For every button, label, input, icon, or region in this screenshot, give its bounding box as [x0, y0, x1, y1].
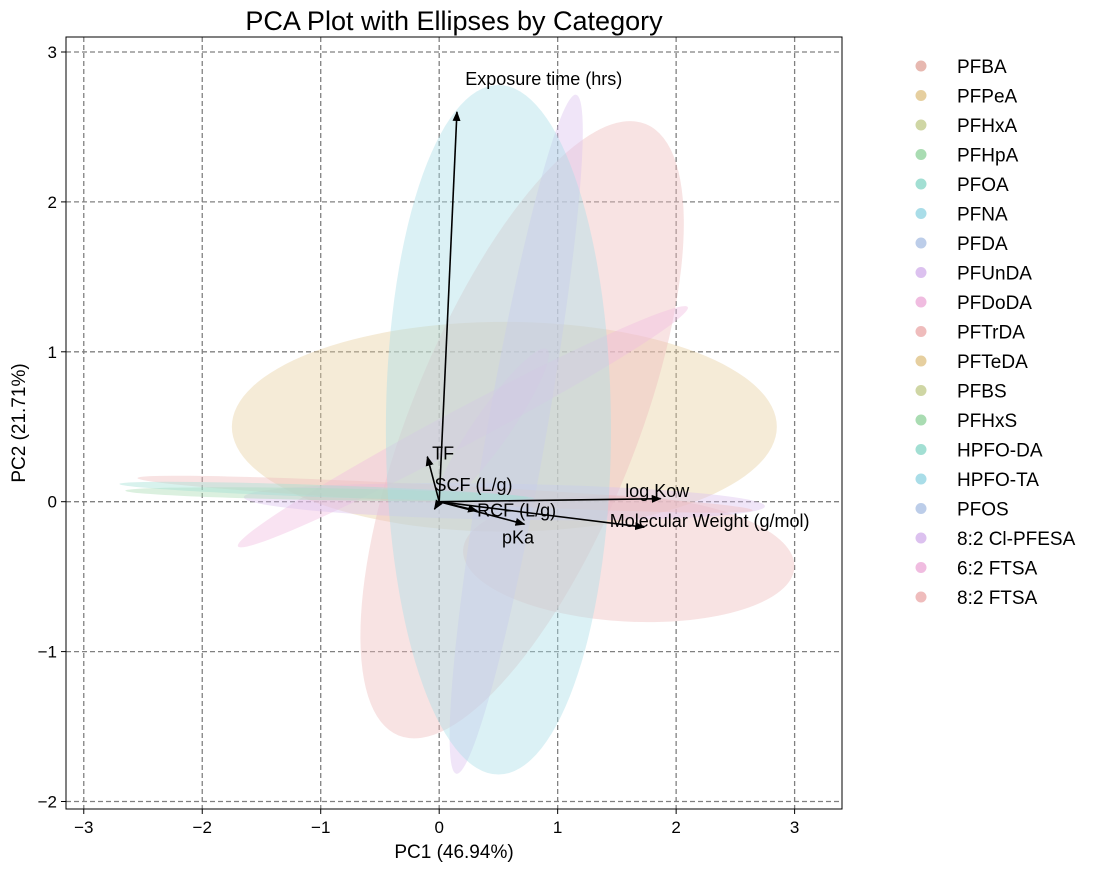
x-tick-label-5: 2 [671, 818, 680, 837]
legend-marker-9 [915, 326, 927, 337]
category-ellipse-8 [125, 487, 529, 502]
legend-label-5: PFNA [957, 205, 1008, 226]
legend-label-8: PFDoDA [957, 293, 1032, 314]
category-ellipse-6 [243, 483, 765, 521]
category-ellipse-7 [137, 475, 753, 513]
legend-marker-6 [915, 237, 927, 249]
category-ellipse-10 [385, 84, 611, 775]
loading-label-1: TF [432, 444, 454, 464]
y-tick-label-2: 0 [48, 493, 57, 512]
x-tick-label-4: 1 [553, 818, 562, 837]
loading-label-0: Exposure time (hrs) [465, 69, 622, 89]
legend-label-2: PFHxA [957, 116, 1018, 137]
legend-label-9: PFTrDA [957, 323, 1025, 344]
legend-marker-4 [915, 178, 927, 190]
category-ellipse-1 [463, 495, 795, 623]
loading-arrow-0 [438, 110, 461, 502]
legend: PFBA PFPeA PFHxA PFHpA PFOA PFNA PFDA PFUnDA PFD… [915, 57, 1076, 609]
legend-label-0: PFBA [957, 57, 1007, 78]
ellipse-layer [119, 84, 795, 775]
loading-arrow-1 [425, 455, 440, 502]
legend-marker-10 [915, 355, 927, 367]
y-tick-label-1: −1 [38, 643, 57, 662]
legend-marker-13 [915, 444, 927, 455]
category-ellipse-9 [119, 481, 534, 501]
legend-marker-15 [915, 503, 927, 514]
legend-label-17: 6:2 FTSA [957, 559, 1038, 580]
loading-label-3: RCF (L/g) [477, 501, 556, 521]
loading-arrow-2 [433, 499, 443, 511]
legend-label-10: PFTeDA [957, 352, 1028, 373]
x-tick-label-6: 3 [790, 818, 799, 837]
legend-label-15: PFOS [957, 500, 1009, 521]
legend-marker-14 [915, 473, 927, 485]
legend-label-6: PFDA [957, 234, 1008, 255]
legend-label-18: 8:2 FTSA [957, 588, 1038, 609]
category-ellipse-3 [449, 94, 583, 774]
legend-label-16: 8:2 Cl-PFESA [957, 529, 1076, 550]
y-tick-label-3: 1 [48, 343, 57, 362]
loading-arrow-4 [438, 500, 526, 526]
x-tick-label-1: −2 [193, 818, 212, 837]
category-ellipse-0 [231, 321, 777, 532]
legend-label-3: PFHpA [957, 146, 1019, 167]
plot-frame [65, 36, 843, 810]
legend-marker-8 [915, 296, 927, 308]
category-ellipse-5 [237, 306, 688, 548]
legend-label-13: HPFO-DA [957, 441, 1043, 462]
x-tick-label-0: −3 [74, 818, 93, 837]
legend-marker-7 [915, 267, 927, 278]
y-axis-ticks: −2 −1 0 1 2 3 [38, 43, 66, 812]
x-tick-label-3: 0 [434, 818, 443, 837]
y-axis-label: PC2 (21.71%) [9, 363, 30, 482]
loading-label-4: pKa [502, 528, 535, 548]
legend-marker-18 [915, 591, 927, 603]
legend-marker-11 [915, 385, 927, 396]
category-ellipse-2 [360, 121, 684, 739]
legend-marker-3 [915, 149, 927, 160]
legend-label-12: PFHxS [957, 411, 1017, 432]
loading-arrow-5 [439, 494, 662, 503]
loading-arrow-6 [439, 500, 646, 531]
loading-label-6: Molecular Weight (g/mol) [610, 511, 810, 531]
legend-label-4: PFOA [957, 175, 1009, 196]
loading-label-2: SCF (L/g) [434, 475, 512, 495]
legend-marker-12 [915, 414, 927, 426]
x-axis-ticks: −3 −2 −1 0 1 2 3 [74, 809, 799, 837]
category-ellipse-4 [436, 348, 549, 506]
legend-marker-16 [915, 532, 927, 544]
x-axis-label: PC1 (46.94%) [394, 842, 513, 863]
legend-marker-0 [915, 60, 927, 72]
legend-marker-5 [915, 208, 927, 219]
legend-label-11: PFBS [957, 382, 1007, 403]
loading-vectors: Exposure time (hrs) TF SCF (L/g) RCF (L/g) p… [425, 69, 810, 548]
y-tick-label-0: −2 [38, 793, 57, 812]
y-tick-label-5: 3 [48, 43, 57, 62]
legend-marker-1 [915, 90, 927, 101]
legend-label-7: PFUnDA [957, 264, 1032, 285]
legend-label-1: PFPeA [957, 87, 1018, 108]
loading-label-5: log Kow [625, 481, 690, 501]
legend-label-14: HPFO-TA [957, 470, 1039, 491]
x-tick-label-2: −1 [311, 818, 330, 837]
y-tick-label-4: 2 [48, 193, 57, 212]
legend-marker-17 [915, 562, 927, 573]
legend-marker-2 [915, 119, 927, 131]
chart-title: PCA Plot with Ellipses by Category [245, 6, 663, 36]
